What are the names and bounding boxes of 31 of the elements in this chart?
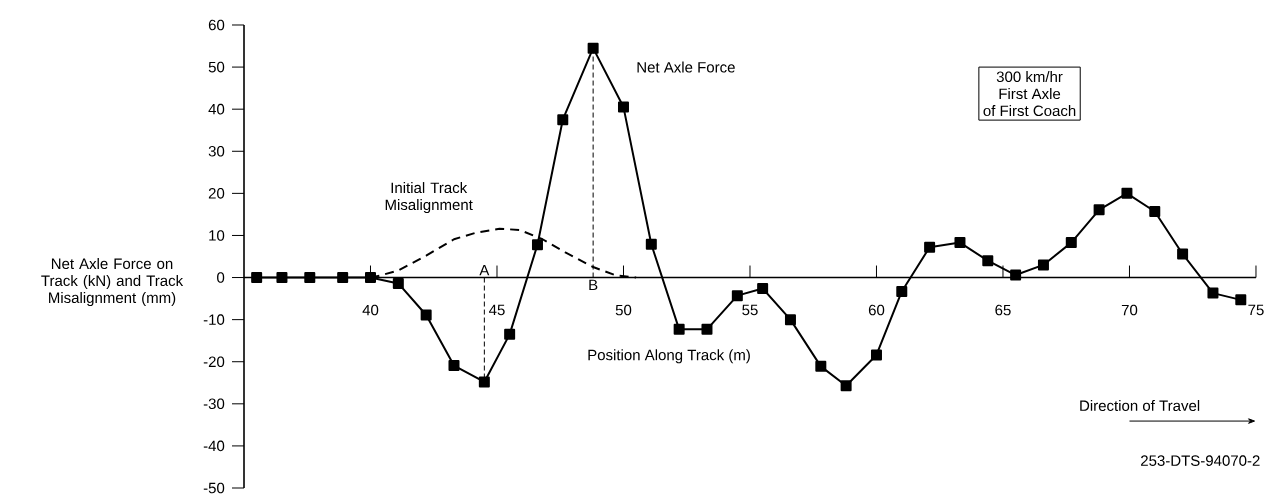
y-axis-title: Net Axle Force on Track (kN) and Track Misalignment (mm) xyxy=(41,258,184,306)
y-tick-label: 20 xyxy=(208,188,225,199)
annotation: 300 km/hr xyxy=(996,71,1063,83)
y-tick-label: -20 xyxy=(203,356,225,368)
annotation: A xyxy=(479,265,490,276)
annotation: First Axle xyxy=(999,88,1061,100)
y-tick-label: 0 xyxy=(217,272,225,283)
y-tick-label: -40 xyxy=(203,440,225,452)
y-tick-label: 40 xyxy=(208,103,225,115)
x-tick-label: 50 xyxy=(615,304,632,316)
annotation: of First Coach xyxy=(983,105,1076,117)
y-tick-label: -10 xyxy=(203,314,225,325)
y-tick-label: 60 xyxy=(208,19,225,31)
x-axis-title: Position Along Track (m) xyxy=(588,349,750,364)
y-tick-label: 10 xyxy=(209,230,225,241)
annotation: Direction of Travel xyxy=(1080,399,1200,411)
x-tick-label: 45 xyxy=(488,304,505,316)
y-tick-label: -30 xyxy=(203,398,225,410)
x-tick-label: 75 xyxy=(1248,304,1264,316)
series-label: Net Axle Force xyxy=(637,61,735,73)
y-tick-label: 30 xyxy=(208,145,225,157)
y-tick-label: -50 xyxy=(203,482,225,494)
x-tick-label: 60 xyxy=(868,304,885,316)
y-tick-label: 50 xyxy=(208,61,225,73)
x-tick-label: 65 xyxy=(995,304,1011,316)
x-tick-label: 55 xyxy=(742,304,758,316)
x-tick-label: 70 xyxy=(1121,304,1138,316)
annotation: B xyxy=(589,279,598,291)
annotation: 253-DTS-94070-2 xyxy=(1141,455,1260,466)
series-label: Initial Track Misalignment xyxy=(385,182,473,214)
x-tick-label: 40 xyxy=(362,304,379,316)
